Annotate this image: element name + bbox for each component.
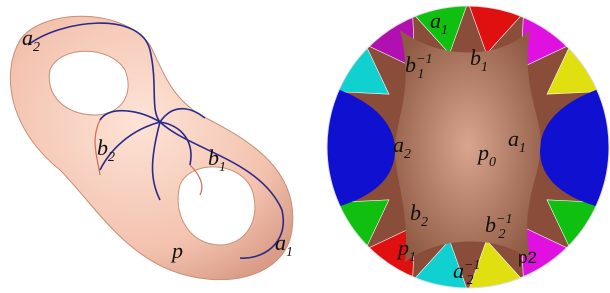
label-sub: 2 <box>498 227 505 242</box>
label-sub: 2 <box>33 40 40 55</box>
label-base: p <box>396 235 409 260</box>
hyperbolic-tiling <box>323 2 610 292</box>
label-sup: −1 <box>496 212 512 227</box>
label-sub: 1 <box>481 60 488 75</box>
label-sup: −1 <box>464 258 480 273</box>
label-base: b <box>405 52 416 77</box>
label-base: a <box>453 258 464 283</box>
label-sub: 2 <box>421 215 428 230</box>
label-base: p <box>170 238 183 263</box>
label: p2 <box>518 248 537 267</box>
genus-two-surface <box>10 16 293 279</box>
label-base: b <box>97 135 108 160</box>
label-base: a <box>393 132 404 157</box>
label-sub: 2 <box>108 150 115 165</box>
label-sub: 1 <box>519 141 526 156</box>
label-base: b <box>470 45 481 70</box>
figure: a2b2b1pa1a1b−11b1a2p0a1b2b−12p1a−12p2 <box>0 0 610 293</box>
label-sub: 1 <box>441 23 448 38</box>
label-sub: 1 <box>286 245 293 260</box>
label-sub: 1 <box>219 160 226 175</box>
label-base: b <box>485 212 496 237</box>
label-sub: 2 <box>466 273 473 288</box>
label-base: a <box>275 230 286 255</box>
label-base: b <box>410 200 421 225</box>
label-sub: 0 <box>489 155 496 170</box>
label-sup: −1 <box>416 52 431 67</box>
label-sub: 1 <box>409 250 416 265</box>
label-base: a <box>430 8 441 33</box>
label-base: a <box>508 126 519 151</box>
label-base: a <box>22 25 33 50</box>
label-base: b <box>208 145 219 170</box>
label-sub: 1 <box>417 67 424 82</box>
label-base: p <box>476 140 489 165</box>
label: p <box>170 238 183 263</box>
label-sub: 2 <box>404 147 411 162</box>
